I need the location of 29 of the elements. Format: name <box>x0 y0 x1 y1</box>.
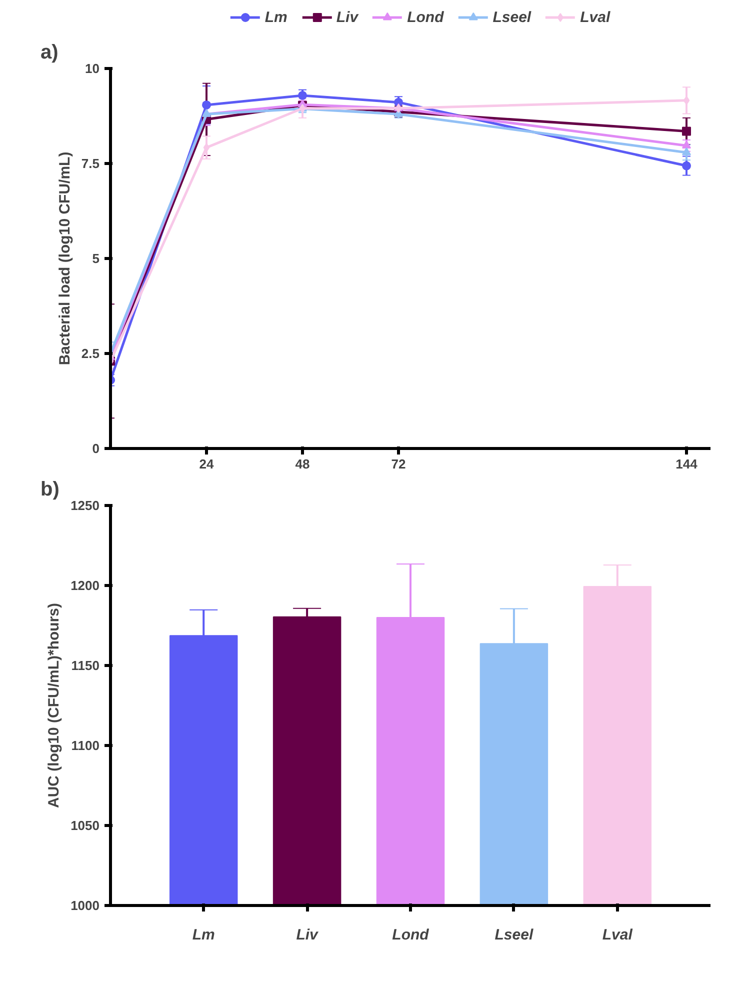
y-tick-label: 5 <box>92 251 100 266</box>
y-tick-label: 0 <box>92 441 100 456</box>
x-tick-label: 72 <box>391 456 406 472</box>
y-tick-label: 7.5 <box>81 156 100 171</box>
y-tick-label: 2.5 <box>81 346 100 361</box>
y-tick-label: 1250 <box>70 498 100 513</box>
x-tick-label: 48 <box>295 456 310 472</box>
x-tick-label: Lseel <box>494 926 534 944</box>
legend-label: Lond <box>407 8 444 26</box>
legend-label: Liv <box>336 8 358 26</box>
chart-title: b) <box>40 478 60 500</box>
x-tick-label: Liv <box>296 926 320 944</box>
x-tick-label: Lond <box>392 926 430 944</box>
y-tick-label: 1150 <box>71 658 100 673</box>
chart-title: a) <box>40 42 58 64</box>
legend-label: Lseel <box>492 8 532 26</box>
y-axis-title: AUC (log10 (CFU/mL)*hours) <box>46 602 63 808</box>
y-tick-label: 1100 <box>71 738 100 753</box>
y-tick-label: 10 <box>85 61 100 76</box>
y-tick-label: 1200 <box>70 578 100 593</box>
legend-label: Lm <box>264 8 288 26</box>
x-tick-label: 144 <box>676 456 698 472</box>
y-axis-title: Bacterial load (log10 CFU/mL) <box>56 152 74 366</box>
y-tick-label: 1000 <box>70 898 100 913</box>
x-tick-label: 24 <box>199 456 214 472</box>
x-tick-label: Lm <box>192 926 215 944</box>
legend-label: Lval <box>580 8 610 26</box>
y-tick-label: 1050 <box>70 818 100 833</box>
x-tick-label: Lval <box>602 926 634 944</box>
